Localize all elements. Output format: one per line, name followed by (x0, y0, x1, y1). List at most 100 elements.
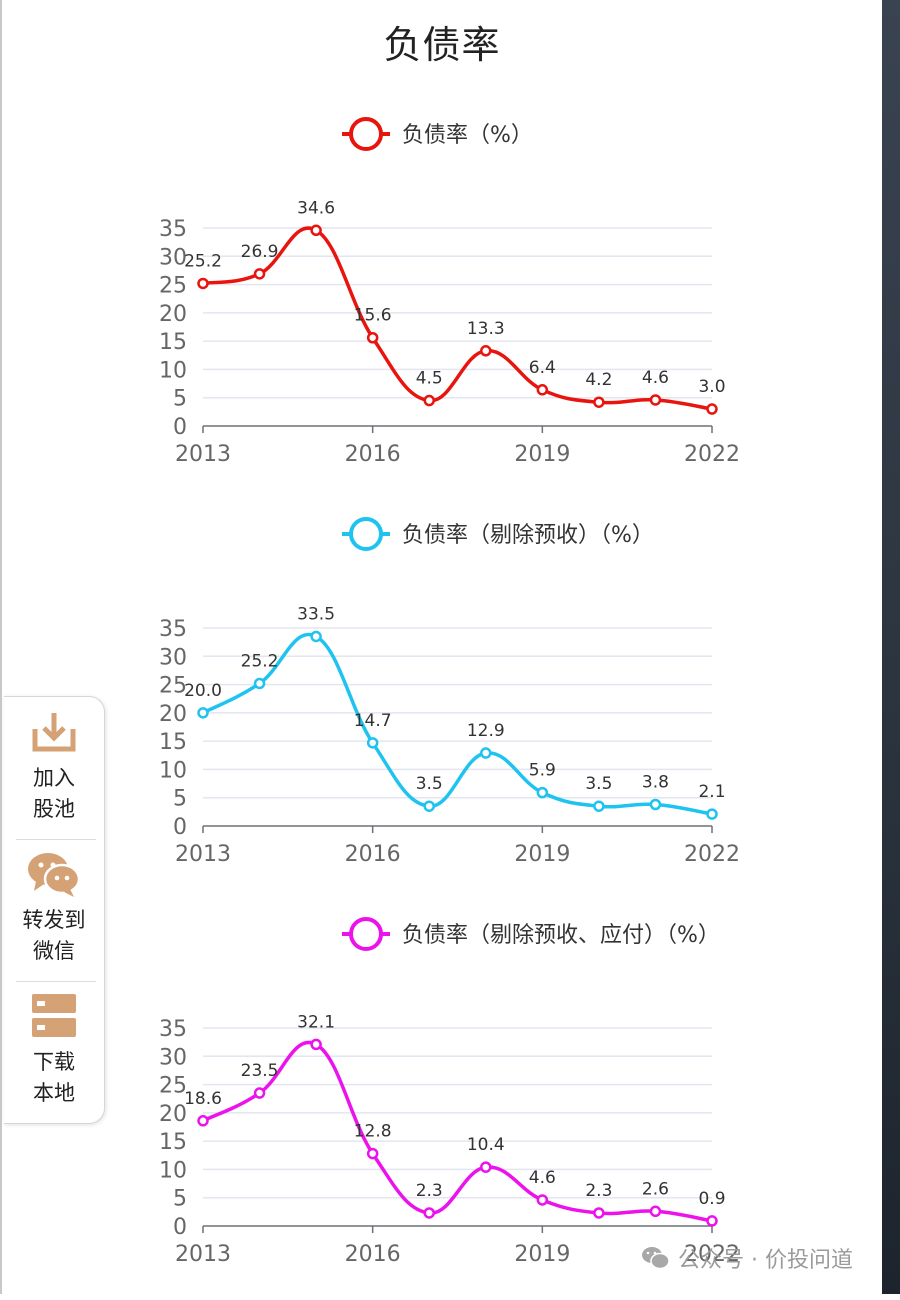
data-point[interactable] (480, 1161, 492, 1173)
chart-title: 负债率（%） (402, 123, 533, 148)
y-tick-label: 35 (159, 617, 187, 642)
page-title: 负债率 (383, 23, 501, 67)
right-side-panel (882, 0, 900, 1294)
y-tick-label: 35 (159, 1017, 187, 1042)
data-label: 3.5 (416, 774, 443, 794)
data-point[interactable] (253, 268, 266, 280)
data-point[interactable] (593, 396, 605, 408)
data-point[interactable] (310, 224, 322, 237)
y-tick-label: 15 (159, 330, 187, 355)
data-label: 12.9 (467, 721, 505, 741)
data-point[interactable] (253, 1087, 266, 1099)
download-local-button[interactable]: 下载 本地 (4, 991, 104, 1109)
data-point[interactable] (480, 747, 492, 759)
series-line (202, 1040, 713, 1223)
x-tick-label: 2016 (345, 842, 401, 867)
data-label: 5.9 (529, 761, 556, 781)
data-point[interactable] (706, 403, 718, 415)
data-point[interactable] (480, 345, 492, 357)
data-point[interactable] (197, 707, 209, 719)
toolbar-divider (16, 981, 96, 982)
floating-toolbar: 加入 股池 转发到 微信 下载 本地 (4, 696, 105, 1124)
download-local-label: 下载 本地 (33, 1050, 75, 1105)
data-point[interactable] (423, 800, 435, 812)
legend[interactable]: 负债率（剔除预收、应付）（%） (342, 917, 720, 951)
x-tick-label: 2016 (345, 442, 401, 467)
data-label: 32.1 (297, 1012, 335, 1032)
data-point[interactable] (423, 1207, 435, 1219)
legend[interactable]: 负债率（剔除预收）（%） (342, 517, 654, 551)
left-edge-divider (0, 0, 2, 1294)
chart-title: 负债率（剔除预收、应付）（%） (402, 923, 720, 948)
data-point[interactable] (593, 1207, 605, 1219)
data-label: 6.4 (529, 358, 556, 378)
data-point[interactable] (197, 277, 209, 290)
x-tick-label: 2013 (175, 442, 231, 467)
series-line (202, 226, 713, 411)
data-point[interactable] (366, 1147, 379, 1160)
forward-to-wechat-button[interactable]: 转发到 微信 (4, 849, 104, 967)
watermark-text: 公众号 · 价投问道 (678, 1248, 853, 1273)
y-tick-label: 15 (159, 730, 187, 755)
data-point[interactable] (366, 737, 379, 749)
forward-to-wechat-label: 转发到 微信 (22, 908, 86, 963)
add-to-pool-label: 加入 股池 (33, 766, 75, 821)
data-label: 15.6 (354, 306, 392, 326)
y-tick-label: 30 (159, 245, 187, 270)
data-label: 3.5 (585, 774, 612, 794)
y-tick-label: 0 (173, 1215, 187, 1240)
data-label: 33.5 (297, 604, 335, 624)
data-point[interactable] (310, 630, 322, 643)
data-point[interactable] (366, 331, 379, 344)
y-tick-label: 20 (159, 1102, 187, 1127)
x-tick-label: 2013 (175, 842, 231, 867)
y-tick-label: 25 (159, 274, 187, 299)
data-label: 26.9 (241, 242, 279, 262)
data-point[interactable] (649, 394, 662, 406)
x-tick-label: 2022 (684, 842, 740, 867)
data-label: 4.5 (416, 369, 443, 389)
debt-ratio-chart: 负债率（%） 0 5 10 15 20 25 30 35 2013 2016 2019 2022 25.2… (159, 117, 740, 467)
y-tick-label: 5 (173, 1187, 187, 1212)
wechat-watermark-icon (642, 1247, 670, 1270)
add-to-pool-button[interactable]: 加入 股池 (4, 707, 104, 825)
data-point[interactable] (706, 1215, 718, 1227)
data-point[interactable] (706, 808, 718, 820)
data-point[interactable] (536, 1194, 549, 1206)
data-label: 2.3 (585, 1181, 612, 1201)
data-label: 13.3 (467, 319, 505, 339)
data-label: 3.0 (698, 377, 725, 397)
y-tick-label: 15 (159, 1130, 187, 1155)
wechat-icon (28, 853, 81, 897)
data-label: 4.6 (642, 368, 669, 388)
x-tick-label: 2019 (514, 442, 570, 467)
data-label: 20.0 (184, 681, 222, 701)
data-point[interactable] (310, 1038, 322, 1051)
data-label: 10.4 (467, 1135, 505, 1155)
data-point[interactable] (197, 1115, 209, 1127)
x-tick-label: 2022 (684, 442, 740, 467)
y-tick-label: 30 (159, 1045, 187, 1070)
legend[interactable]: 负债率（%） (342, 117, 533, 151)
data-point[interactable] (423, 394, 435, 407)
x-tick-label: 2019 (514, 1242, 570, 1267)
data-label: 4.6 (529, 1168, 556, 1188)
storage-icon (32, 994, 76, 1037)
debt-ratio-excl-advance-payable-chart: 负债率（剔除预收、应付）（%） 0 5 10 15 20 25 30 35 2013 2016 201… (159, 917, 740, 1267)
data-label: 2.3 (416, 1181, 443, 1201)
data-point[interactable] (253, 677, 266, 690)
data-point[interactable] (649, 1205, 662, 1218)
data-point[interactable] (649, 798, 662, 811)
y-tick-label: 10 (159, 758, 187, 783)
toolbar-divider (16, 839, 96, 840)
y-tick-label: 25 (159, 674, 187, 699)
data-label: 25.2 (241, 651, 279, 671)
y-tick-label: 20 (159, 302, 187, 327)
data-label: 23.5 (241, 1061, 279, 1081)
data-label: 2.6 (642, 1179, 669, 1199)
data-point[interactable] (536, 384, 549, 396)
data-point[interactable] (536, 786, 549, 799)
data-point[interactable] (593, 800, 605, 812)
series-line (202, 632, 713, 816)
data-label: 12.8 (354, 1122, 392, 1142)
